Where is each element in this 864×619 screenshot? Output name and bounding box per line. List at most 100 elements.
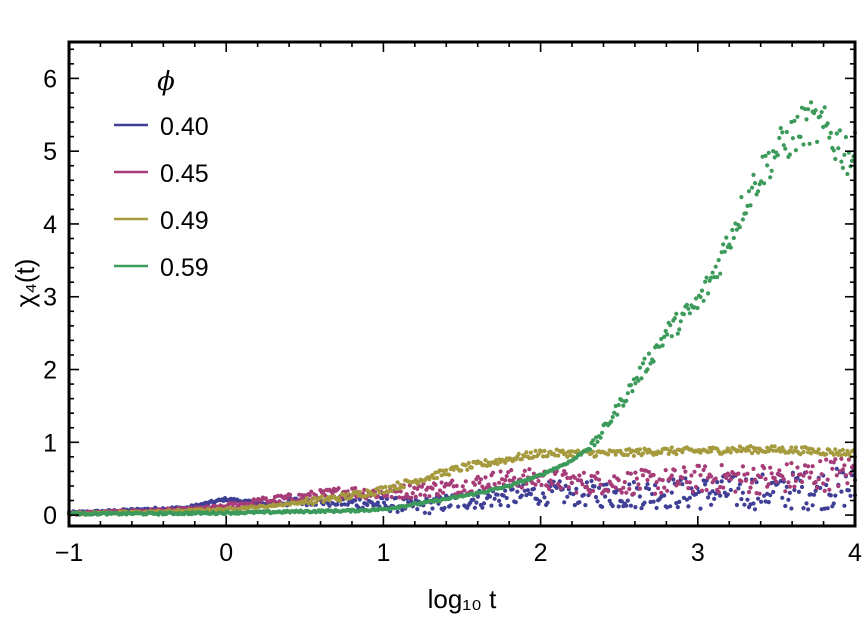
data-point [583, 503, 588, 508]
data-point [634, 476, 640, 481]
data-point [490, 470, 496, 475]
data-point [840, 165, 846, 170]
data-point [646, 469, 652, 475]
data-point [784, 462, 789, 467]
data-point [233, 501, 238, 506]
data-point [656, 486, 661, 491]
data-point [749, 451, 755, 456]
data-point [795, 465, 800, 470]
data-point [321, 489, 326, 494]
data-point [833, 457, 838, 462]
data-point [327, 503, 332, 508]
data-point [406, 495, 411, 500]
data-point [304, 496, 309, 501]
data-point [815, 139, 820, 144]
data-point [497, 480, 502, 485]
data-point [637, 365, 643, 370]
data-point [587, 447, 593, 452]
data-point [563, 451, 568, 456]
data-point [707, 491, 712, 496]
data-point [419, 484, 424, 489]
data-point [459, 490, 464, 495]
data-point [818, 485, 823, 491]
data-point [590, 449, 596, 454]
data-point [469, 465, 474, 470]
data-point [662, 493, 667, 498]
data-point [710, 270, 715, 275]
data-point [587, 490, 593, 495]
data-point [383, 484, 388, 489]
data-point [836, 452, 841, 457]
data-point [721, 485, 726, 490]
x-tick-label: −1 [55, 539, 84, 567]
data-point [728, 245, 733, 250]
data-point [487, 494, 493, 499]
data-point [636, 482, 641, 487]
data-point [636, 451, 641, 456]
data-point [434, 475, 440, 481]
data-point [516, 451, 521, 456]
data-point [768, 465, 773, 470]
data-point [731, 235, 736, 241]
data-point [781, 143, 786, 148]
data-point [746, 490, 752, 495]
data-point [809, 470, 814, 475]
data-point [665, 332, 670, 337]
data-point [581, 492, 587, 497]
data-point [762, 466, 767, 471]
data-point [669, 334, 674, 339]
data-point [563, 471, 568, 476]
x-tick-label: 1 [376, 539, 390, 567]
data-point [836, 484, 841, 489]
data-point [628, 471, 634, 476]
data-point [539, 482, 544, 488]
data-point [430, 486, 435, 491]
series-0.59 [66, 100, 858, 517]
data-point [752, 181, 758, 186]
data-point [727, 473, 732, 478]
data-point [574, 490, 579, 495]
data-point [675, 331, 680, 336]
data-point [639, 506, 644, 511]
data-point [545, 453, 550, 459]
data-point [615, 412, 620, 417]
data-point [704, 487, 709, 493]
data-point [651, 472, 656, 478]
data-point [825, 506, 830, 511]
data-point [749, 477, 755, 482]
data-point [772, 444, 777, 449]
data-point [650, 491, 655, 497]
plot-frame [67, 40, 857, 528]
data-point [846, 488, 852, 493]
data-point [680, 482, 685, 487]
data-point [477, 480, 482, 485]
data-point [833, 447, 838, 452]
data-point [713, 264, 718, 269]
data-point [698, 473, 703, 478]
data-point [310, 502, 315, 507]
data-point [809, 100, 814, 105]
data-point [740, 490, 746, 495]
data-point [495, 461, 500, 467]
data-point [627, 486, 632, 492]
data-point [472, 482, 477, 487]
data-point [716, 258, 721, 263]
data-point [674, 311, 679, 316]
data-point [654, 480, 659, 485]
data-point [550, 481, 555, 486]
data-point [600, 430, 605, 435]
data-point [483, 475, 488, 480]
legend-label: 0.59 [160, 254, 209, 282]
data-point [659, 336, 664, 342]
data-point [695, 305, 700, 311]
data-point [783, 503, 788, 509]
data-point [497, 498, 502, 503]
data-point [372, 492, 377, 497]
data-point [731, 471, 736, 477]
data-point [806, 464, 811, 469]
data-point [818, 459, 823, 464]
y-tick-label: 6 [43, 65, 57, 93]
x-tick-label: 4 [848, 539, 862, 567]
data-point [619, 499, 624, 504]
y-tick-label: 5 [43, 138, 57, 166]
